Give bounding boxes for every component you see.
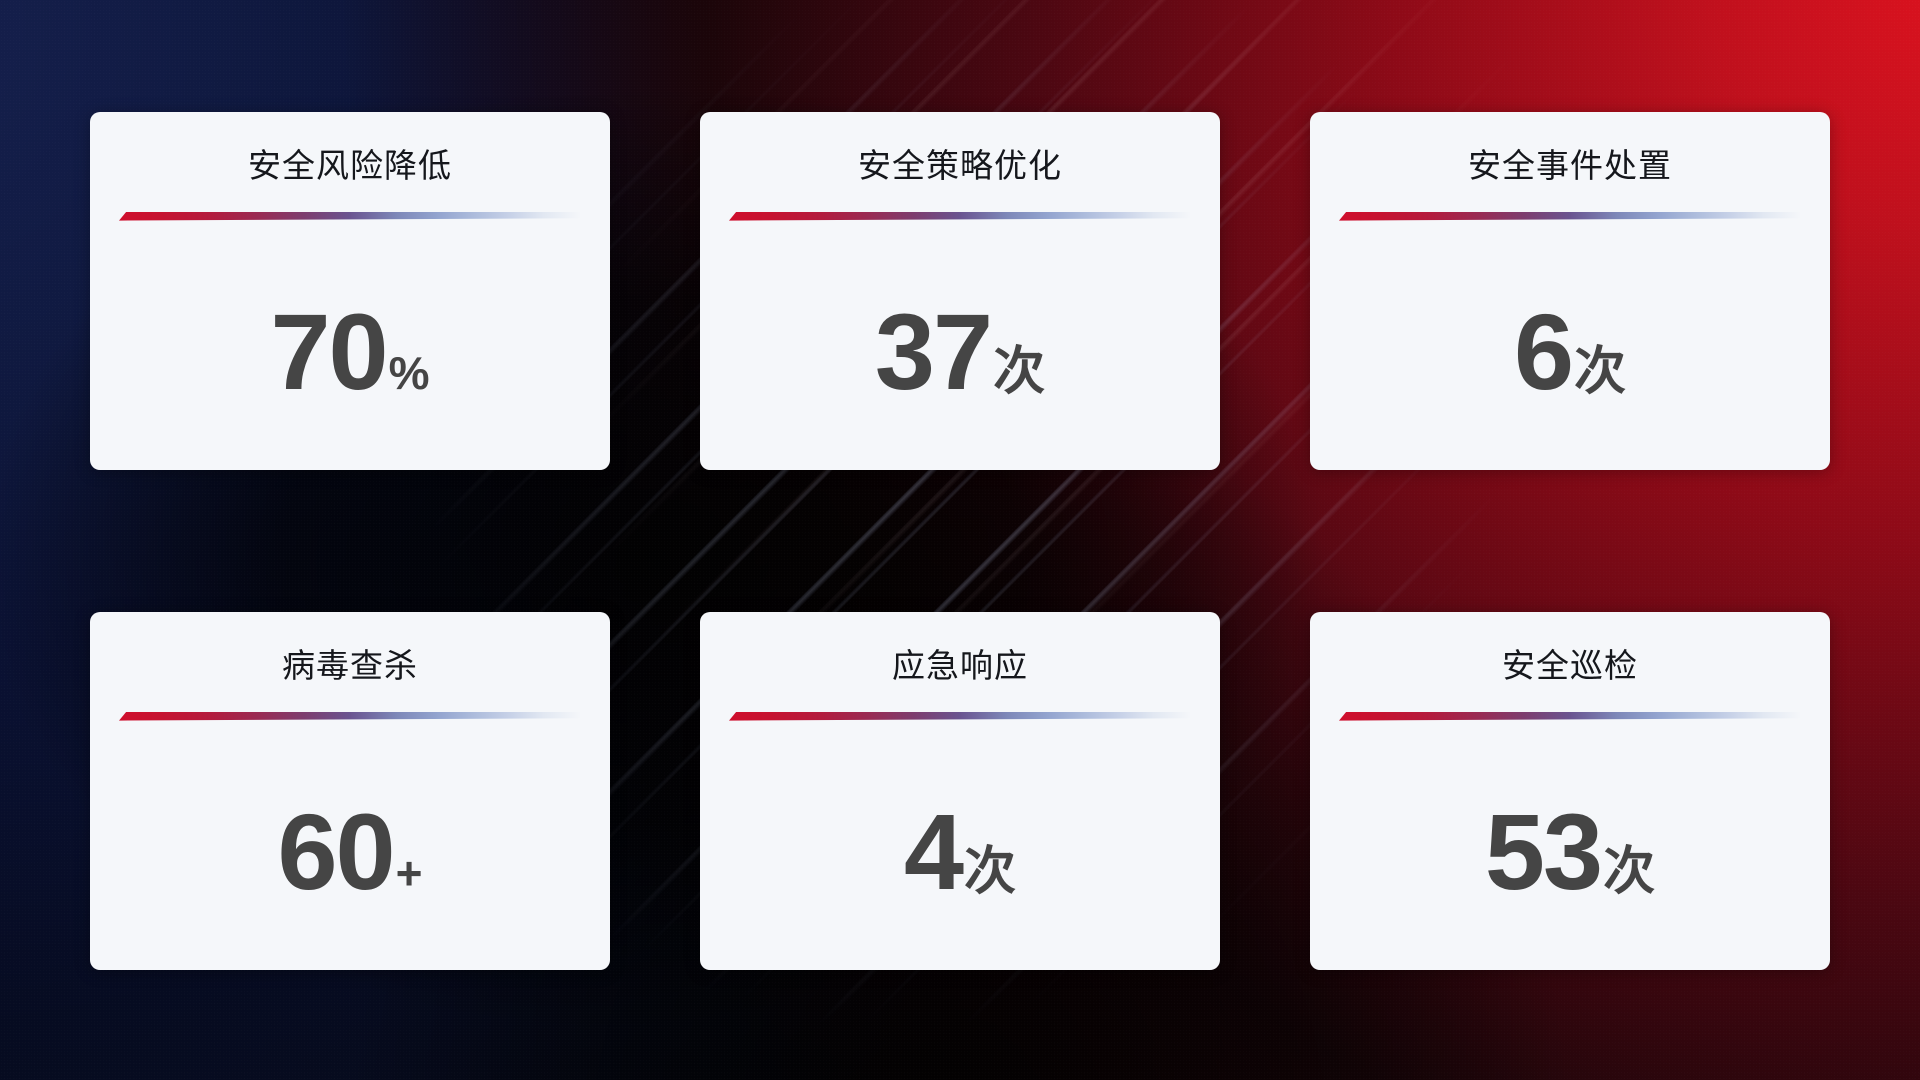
- stat-card-title: 病毒查杀: [282, 647, 418, 684]
- gradient-divider-bar: [119, 711, 581, 721]
- gradient-divider: [119, 211, 581, 221]
- gradient-divider-bar: [1339, 711, 1801, 721]
- stat-card[interactable]: 安全事件处置 6次: [1310, 112, 1830, 470]
- gradient-divider-wrap: [700, 711, 1220, 726]
- stat-card-title: 安全风险降低: [248, 147, 452, 184]
- gradient-divider-bar: [729, 711, 1191, 721]
- gradient-divider: [119, 711, 581, 721]
- stat-card-title: 安全事件处置: [1468, 147, 1672, 184]
- stat-card-value: 4次: [700, 798, 1220, 906]
- gradient-divider-wrap: [90, 211, 610, 226]
- gradient-divider: [1339, 211, 1801, 221]
- stat-card[interactable]: 应急响应 4次: [700, 612, 1220, 970]
- stat-card[interactable]: 病毒查杀 60+: [90, 612, 610, 970]
- stat-card-title: 安全策略优化: [858, 147, 1062, 184]
- stat-card-unit: %: [388, 347, 430, 399]
- stat-card[interactable]: 安全巡检 53次: [1310, 612, 1830, 970]
- stat-card-unit: 次: [993, 343, 1046, 401]
- stat-card-unit: 次: [1603, 843, 1656, 901]
- gradient-divider: [1339, 711, 1801, 721]
- stat-card-unit: 次: [1574, 343, 1627, 401]
- gradient-divider: [729, 711, 1191, 721]
- stat-card-number: 53: [1484, 791, 1603, 912]
- stat-card-number: 60: [277, 791, 395, 912]
- stat-card-grid: 安全风险降低 70% 安全策略优化 37次 安全事件处置 6次 病毒查杀 60+: [90, 112, 1830, 970]
- stat-card-number: 37: [874, 291, 993, 412]
- gradient-divider-bar: [119, 211, 581, 221]
- stat-card-title: 安全巡检: [1502, 647, 1638, 684]
- gradient-divider-wrap: [1310, 711, 1830, 726]
- gradient-divider-wrap: [90, 711, 610, 726]
- stat-card-unit: 次: [964, 843, 1017, 901]
- gradient-divider-wrap: [1310, 211, 1830, 226]
- stat-card-value: 6次: [1310, 298, 1830, 406]
- stat-card-value: 70%: [90, 298, 610, 406]
- stat-card-title: 应急响应: [892, 647, 1028, 684]
- stat-card-unit: +: [395, 847, 423, 899]
- stat-card-value: 53次: [1310, 798, 1830, 906]
- gradient-divider-bar: [1339, 211, 1801, 221]
- stat-card-value: 60+: [90, 798, 610, 906]
- gradient-divider-bar: [729, 211, 1191, 221]
- gradient-divider: [729, 211, 1191, 221]
- stat-card-number: 4: [903, 791, 964, 912]
- stat-card[interactable]: 安全风险降低 70%: [90, 112, 610, 470]
- stat-card-number: 70: [270, 291, 388, 412]
- stat-card[interactable]: 安全策略优化 37次: [700, 112, 1220, 470]
- gradient-divider-wrap: [700, 211, 1220, 226]
- stat-card-number: 6: [1513, 291, 1574, 412]
- stat-card-value: 37次: [700, 298, 1220, 406]
